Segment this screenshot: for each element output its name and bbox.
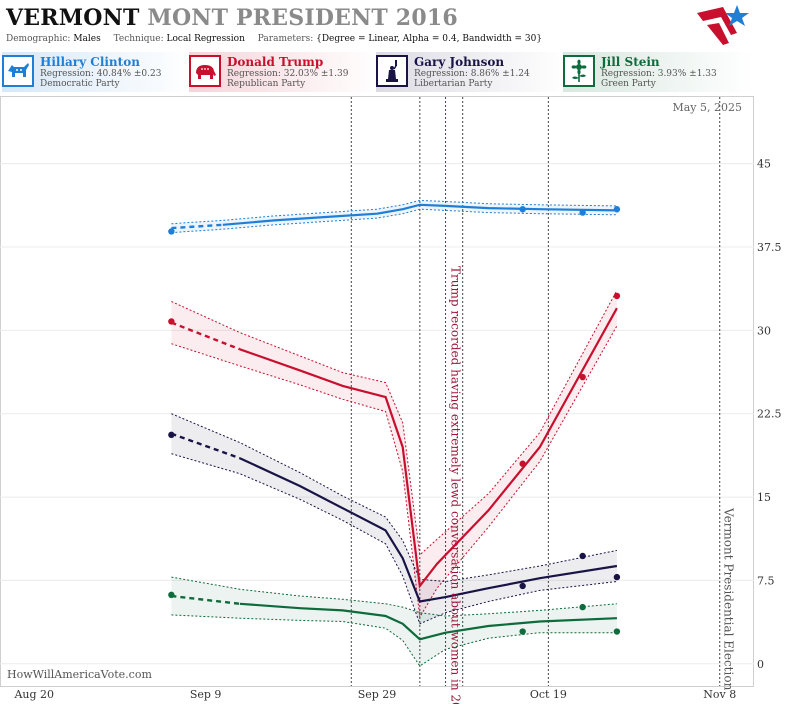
fit-line-start bbox=[170, 321, 241, 351]
poll-point bbox=[519, 460, 526, 467]
poll-point bbox=[519, 206, 526, 213]
candidate-regression: Regression: 8.86% ±1.24 bbox=[414, 69, 530, 79]
title-rest: MONT PRESIDENT 2016 bbox=[147, 5, 458, 31]
technique-value: Local Regression bbox=[166, 34, 245, 44]
candidate-name: Gary Johnson bbox=[414, 55, 505, 69]
plot-frame bbox=[0, 96, 754, 687]
y-tick-label: 22.5 bbox=[757, 408, 782, 421]
candidate-party: Green Party bbox=[601, 79, 656, 89]
poll-point bbox=[613, 628, 621, 635]
y-tick-label: 15 bbox=[757, 491, 771, 504]
statue-of-liberty-icon bbox=[376, 55, 408, 87]
confidence-band bbox=[171, 413, 617, 624]
technique-label: Technique: bbox=[113, 34, 164, 44]
band-lower bbox=[171, 325, 618, 619]
candidate-regression: Regression: 32.03% ±1.39 bbox=[227, 69, 349, 79]
site-logo-icon bbox=[697, 5, 749, 45]
watermark: HowWillAmericaVote.com bbox=[7, 668, 152, 681]
x-tick-label: Aug 20 bbox=[13, 688, 54, 701]
x-tick-label: Nov 8 bbox=[703, 688, 736, 701]
candidate-name: Hillary Clinton bbox=[40, 55, 140, 69]
y-tick-label: 7.5 bbox=[757, 574, 775, 587]
fit-line bbox=[239, 307, 618, 589]
band-upper bbox=[171, 576, 617, 617]
election-annotation: Vermont Presidential Election bbox=[722, 507, 736, 691]
band-upper bbox=[171, 199, 617, 225]
poll-point bbox=[613, 206, 621, 213]
candidate-legend: Hillary Clinton Regression: 40.84% ±0.23… bbox=[0, 52, 789, 92]
date-stamp: May 5, 2025 bbox=[672, 101, 742, 114]
elephant-icon bbox=[189, 55, 221, 87]
fit-line-start bbox=[171, 594, 241, 605]
poll-point bbox=[613, 573, 621, 581]
poll-point bbox=[579, 552, 586, 560]
parameters-line: Demographic: Males Technique: Local Regr… bbox=[6, 34, 552, 44]
sunflower-icon bbox=[563, 55, 595, 87]
band-upper bbox=[171, 290, 618, 556]
x-tick-label: Oct 19 bbox=[530, 688, 567, 701]
fit-line bbox=[222, 203, 617, 226]
candidate-name: Donald Trump bbox=[227, 55, 324, 69]
y-tick-label: 37.5 bbox=[757, 241, 782, 254]
y-tick-label: 45 bbox=[757, 158, 771, 171]
band-lower bbox=[171, 453, 617, 625]
band-lower bbox=[171, 208, 617, 234]
demographic-value: Males bbox=[73, 34, 101, 44]
title-state: VERMONT bbox=[6, 5, 140, 31]
poll-point bbox=[579, 603, 586, 611]
fit-line bbox=[239, 602, 617, 641]
poll-point bbox=[168, 318, 175, 325]
event-annotation: Trump recorded having extremely lewd con… bbox=[449, 266, 463, 704]
candidate-party: Republican Party bbox=[227, 79, 306, 89]
candidate-name: Jill Stein bbox=[601, 55, 660, 69]
poll-point bbox=[519, 628, 526, 635]
confidence-band bbox=[171, 577, 617, 666]
x-tick-label: Sep 9 bbox=[190, 688, 222, 701]
donkey-icon bbox=[2, 55, 34, 87]
parameters-label: Parameters: bbox=[257, 34, 314, 44]
candidate-regression: Regression: 3.93% ±1.33 bbox=[601, 69, 717, 79]
demographic-label: Demographic: bbox=[6, 34, 71, 44]
fit-line-start bbox=[170, 432, 241, 460]
confidence-band bbox=[171, 290, 617, 618]
poll-point bbox=[168, 591, 175, 599]
y-tick-label: 0 bbox=[757, 658, 764, 671]
fit-line bbox=[239, 457, 618, 603]
poll-point bbox=[579, 209, 586, 216]
poll-point bbox=[168, 431, 175, 439]
candidate-party: Libertarian Party bbox=[414, 79, 493, 89]
y-tick-label: 30 bbox=[757, 324, 771, 337]
candidate-party: Democratic Party bbox=[40, 79, 120, 89]
poll-point bbox=[168, 228, 175, 235]
poll-point bbox=[519, 582, 526, 590]
page-title: VERMONT MONT PRESIDENT 2016 bbox=[6, 5, 458, 31]
x-tick-label: Sep 29 bbox=[358, 688, 397, 701]
poll-point bbox=[579, 373, 586, 381]
band-lower bbox=[171, 614, 617, 667]
poll-point bbox=[613, 292, 621, 300]
parameters-value: {Degree = Linear, Alpha = 0.4, Bandwidth… bbox=[316, 34, 543, 44]
candidate-regression: Regression: 40.84% ±0.23 bbox=[40, 69, 162, 79]
